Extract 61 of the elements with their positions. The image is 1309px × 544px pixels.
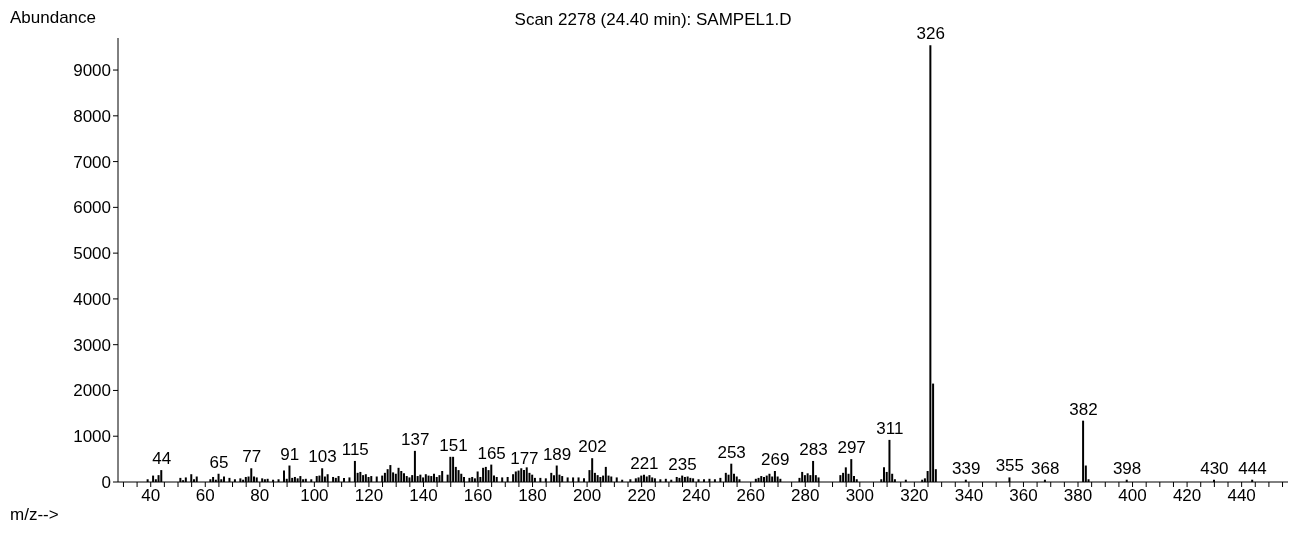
y-tick-label: 9000: [73, 61, 111, 81]
annotation: 91: [280, 444, 300, 464]
y-tick-label: 5000: [73, 244, 111, 264]
x-tick-label: 400: [1118, 486, 1147, 506]
annotation: 103: [308, 447, 337, 467]
x-tick-label: 200: [572, 486, 602, 506]
annotation: 115: [341, 439, 369, 459]
annotation: 177: [510, 449, 539, 469]
annotation: 444: [1238, 458, 1267, 478]
annotation: 137: [401, 429, 430, 449]
annotation: 189: [542, 444, 572, 464]
annotation: 355: [995, 456, 1025, 476]
annotation: 202: [578, 437, 607, 457]
annotation: 430: [1200, 458, 1229, 478]
annotation: 65: [209, 452, 229, 472]
x-tick-label: 140: [409, 486, 438, 506]
x-tick-label: 320: [900, 486, 929, 506]
annotation: 269: [761, 450, 790, 470]
x-tick-label: 120: [354, 486, 384, 506]
x-tick-label: 220: [627, 486, 656, 506]
x-tick-label: 300: [845, 486, 875, 506]
x-tick-label: 380: [1063, 486, 1093, 506]
y-tick-label: 1000: [73, 427, 111, 447]
x-tick-label: 240: [681, 486, 711, 506]
x-tick-label: 440: [1227, 486, 1256, 506]
annotation: 382: [1069, 399, 1098, 419]
annotation: 165: [477, 443, 506, 463]
annotation: 339: [951, 458, 981, 478]
y-tick-label: 8000: [73, 106, 111, 126]
annotation: 283: [799, 439, 828, 459]
y-tick-label: 0: [101, 473, 111, 493]
x-tick-label: 100: [300, 486, 329, 506]
y-tick-label: 4000: [73, 289, 111, 309]
annotation: 326: [916, 24, 945, 44]
annotation: 151: [439, 435, 468, 455]
y-axis-title: Abundance: [10, 8, 97, 28]
x-tick-label: 60: [195, 486, 215, 506]
y-tick-label: 6000: [73, 198, 111, 218]
x-tick-label: 40: [141, 486, 161, 506]
chart-title: Scan 2278 (24.40 min): SAMPEL1.D: [514, 10, 792, 29]
y-tick-label: 7000: [73, 152, 111, 172]
x-tick-label: 420: [1172, 486, 1202, 506]
x-axis-title: m/z-->: [10, 505, 59, 525]
annotation: 235: [668, 454, 697, 474]
x-tick-label: 160: [463, 486, 493, 506]
x-tick-label: 260: [736, 486, 765, 506]
x-tick-label: 280: [791, 486, 820, 506]
annotation: 368: [1031, 458, 1060, 478]
annotation: 44: [152, 449, 172, 469]
annotation: 221: [630, 453, 659, 473]
x-tick-label: 180: [518, 486, 547, 506]
x-tick-label: 360: [1009, 486, 1038, 506]
x-tick-label: 80: [250, 486, 270, 506]
y-tick-label: 2000: [73, 381, 111, 401]
x-tick-label: 340: [954, 486, 984, 506]
annotation: 311: [876, 418, 904, 438]
annotation: 77: [242, 447, 262, 467]
annotation: 253: [717, 442, 746, 462]
annotation: 398: [1112, 458, 1142, 478]
y-tick-label: 3000: [73, 335, 111, 355]
annotation: 297: [837, 438, 866, 458]
